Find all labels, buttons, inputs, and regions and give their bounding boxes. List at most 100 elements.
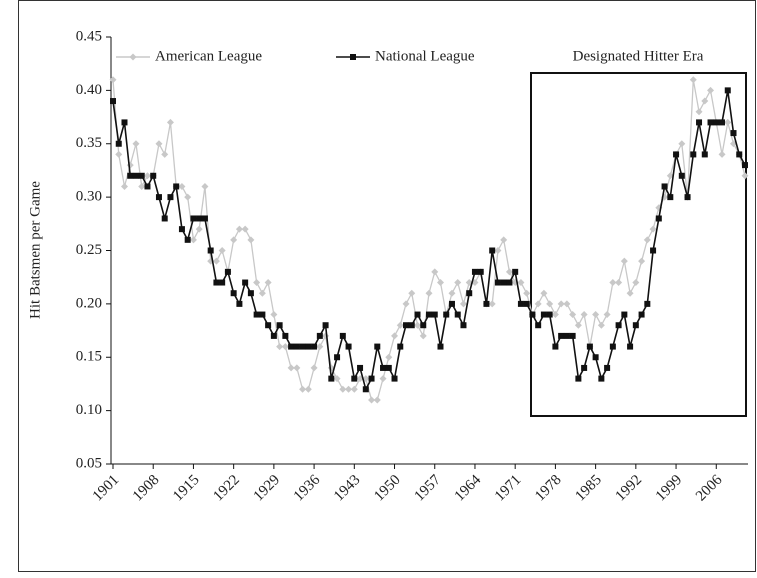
point [638, 257, 646, 265]
y-axis-label: Hit Batsmen per Game [27, 181, 43, 319]
x-tick-label: 1957 [411, 472, 444, 505]
x-tick-label: 1950 [371, 472, 404, 505]
point [391, 332, 399, 340]
point [678, 140, 686, 148]
point [189, 236, 197, 244]
point [563, 332, 570, 339]
point [425, 289, 433, 297]
point [689, 76, 697, 84]
point [431, 311, 438, 318]
point [403, 322, 410, 329]
point [247, 290, 254, 297]
point [345, 343, 352, 350]
point [558, 332, 565, 339]
point [167, 194, 174, 201]
point [150, 172, 157, 179]
point [230, 290, 237, 297]
annotation: Designated Hitter Era [573, 48, 704, 64]
point [265, 322, 272, 329]
point [414, 321, 422, 329]
y-tick-label: 0.25 [76, 242, 102, 258]
point [523, 289, 531, 297]
y-tick-label: 0.20 [76, 295, 102, 311]
x-tick-label: 1943 [331, 472, 364, 505]
point [505, 268, 513, 276]
point [500, 279, 507, 286]
y-tick-label: 0.45 [76, 28, 102, 44]
point [581, 364, 588, 371]
point [609, 343, 616, 350]
point [201, 215, 208, 222]
point [408, 322, 415, 329]
point [604, 364, 611, 371]
point [161, 215, 168, 222]
point [483, 300, 490, 307]
point [517, 300, 524, 307]
point [574, 321, 582, 329]
point [235, 225, 243, 233]
point [391, 375, 398, 382]
point [374, 343, 381, 350]
y-tick-label: 0.05 [76, 455, 102, 471]
legend-label: National League [375, 48, 475, 64]
point [138, 172, 145, 179]
point [420, 322, 427, 329]
x-tick-label: 1901 [90, 472, 123, 505]
point [258, 289, 266, 297]
point [166, 118, 174, 126]
point [241, 225, 249, 233]
point [701, 151, 708, 158]
point [552, 343, 559, 350]
point [190, 215, 197, 222]
point [551, 311, 559, 319]
point [466, 290, 473, 297]
point [615, 279, 623, 287]
point [626, 289, 634, 297]
point [471, 268, 478, 275]
point [529, 311, 536, 318]
point [264, 279, 272, 287]
point [236, 300, 243, 307]
point [368, 396, 376, 404]
point [397, 343, 404, 350]
point [345, 385, 353, 393]
point [380, 364, 387, 371]
point [351, 375, 358, 382]
legend-label: American League [155, 48, 262, 64]
point [357, 364, 364, 371]
point [661, 183, 668, 190]
frame [18, 0, 756, 572]
point [281, 343, 289, 351]
point [546, 311, 553, 318]
point [684, 194, 691, 201]
point [419, 332, 427, 340]
annotation-box [530, 72, 747, 417]
x-tick-label: 1971 [492, 472, 525, 505]
point [178, 226, 185, 233]
y-tick-label: 0.40 [76, 82, 102, 98]
point [339, 332, 346, 339]
point [701, 97, 709, 105]
point [414, 311, 421, 318]
point [396, 321, 404, 329]
point [282, 332, 289, 339]
point [259, 311, 266, 318]
point [224, 268, 231, 275]
point [379, 375, 387, 383]
point [678, 172, 685, 179]
point [597, 321, 605, 329]
point [724, 118, 732, 126]
x-tick-label: 1908 [130, 472, 163, 505]
point [310, 364, 318, 372]
point [730, 130, 737, 137]
point [695, 108, 703, 116]
point [173, 183, 180, 190]
point [621, 311, 628, 318]
point [448, 289, 456, 297]
point [718, 150, 726, 158]
legend-marker [129, 53, 137, 61]
point [627, 343, 634, 350]
point [121, 119, 128, 126]
point [334, 354, 341, 361]
point [155, 140, 163, 148]
